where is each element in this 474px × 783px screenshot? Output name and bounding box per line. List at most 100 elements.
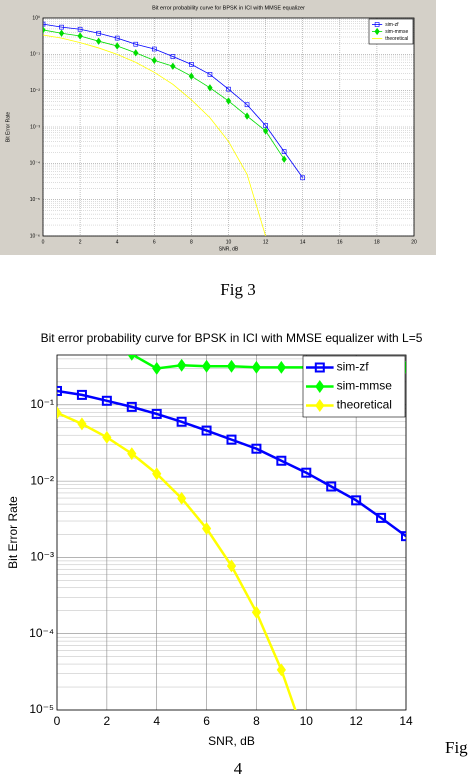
marker xyxy=(315,380,325,393)
marker xyxy=(43,26,46,34)
marker xyxy=(262,127,269,135)
marker xyxy=(114,42,120,50)
marker xyxy=(276,663,286,677)
marker xyxy=(351,495,362,506)
marker xyxy=(151,46,157,52)
y-tick-label: 10⁻⁵ xyxy=(30,197,40,203)
chart-title: Bit error probability curve for BPSK in … xyxy=(152,5,305,11)
plot-frame xyxy=(42,17,415,237)
marker xyxy=(207,84,213,92)
marker xyxy=(374,22,380,27)
marker xyxy=(251,443,262,454)
chart-title: Bit error probability curve for BPSK in … xyxy=(41,331,423,345)
x-tick-label: 18 xyxy=(374,239,380,245)
marker xyxy=(59,24,64,30)
marker xyxy=(77,417,87,431)
marker xyxy=(201,522,212,536)
marker xyxy=(226,434,237,445)
y-tick-label: 10⁰ xyxy=(32,15,40,21)
x-tick-label: 2 xyxy=(79,239,82,245)
marker xyxy=(151,408,162,419)
y-tick-label: 10⁻¹ xyxy=(30,52,40,58)
x-tick-label: 12 xyxy=(349,714,363,728)
chart: 0 2 4 6 8 10 12 14 16 18 20 10⁻⁶ 10⁻⁵ 10⁻⁴ 10⁻³ 10⁻² 10⁻… xyxy=(5,5,417,252)
x-axis-label: SNR, dB xyxy=(219,246,239,252)
x-tick-label: 20 xyxy=(411,239,417,245)
marker xyxy=(189,62,194,67)
marker xyxy=(281,155,287,163)
x-tick-label: 4 xyxy=(153,714,160,728)
x-tick-label: 10 xyxy=(300,714,314,728)
legend-label: sim-mmse xyxy=(337,379,393,393)
series-line xyxy=(43,23,304,179)
series-line xyxy=(57,389,406,538)
legend-label: sim-zf xyxy=(337,360,370,374)
caption: Fig xyxy=(445,738,468,757)
x-tick-label: 14 xyxy=(399,714,413,728)
marker xyxy=(57,406,62,420)
marker xyxy=(302,736,310,747)
legend-label: theoretical xyxy=(337,398,392,412)
marker xyxy=(76,389,87,400)
marker xyxy=(96,30,101,36)
caption: 4 xyxy=(234,759,243,778)
marker xyxy=(188,72,195,80)
data-layer xyxy=(43,21,306,236)
x-axis-label: SNR, dB xyxy=(208,734,255,748)
marker xyxy=(326,481,337,492)
marker xyxy=(207,72,213,77)
marker xyxy=(77,32,83,40)
marker xyxy=(77,26,83,32)
marker xyxy=(251,605,262,619)
marker xyxy=(58,29,65,37)
marker xyxy=(127,355,136,361)
x-tick-label: 6 xyxy=(203,714,210,728)
x-tick-label: 2 xyxy=(104,714,111,728)
marker xyxy=(57,385,62,396)
marker xyxy=(226,559,237,573)
marker xyxy=(244,102,250,108)
marker xyxy=(314,362,325,373)
marker xyxy=(133,41,139,47)
marker xyxy=(315,399,325,412)
marker xyxy=(43,21,46,27)
marker xyxy=(301,467,312,478)
marker xyxy=(152,361,162,375)
marker xyxy=(401,531,406,542)
marker xyxy=(201,425,212,436)
series-line xyxy=(43,29,285,160)
marker xyxy=(127,447,137,461)
marker xyxy=(225,97,232,105)
marker xyxy=(376,512,387,523)
y-tick-label: 10⁻⁵ xyxy=(29,702,54,716)
x-tick-label: 14 xyxy=(300,239,306,245)
x-tick-label: 4 xyxy=(116,239,119,245)
y-tick-label: 10⁻¹ xyxy=(30,397,54,411)
legend-label: sim-mmse xyxy=(385,29,408,35)
marker xyxy=(226,359,237,373)
x-tick-label: 12 xyxy=(263,239,269,245)
marker xyxy=(126,401,137,412)
x-tick-label: 10 xyxy=(226,239,232,245)
marker xyxy=(176,416,187,427)
marker xyxy=(201,359,212,373)
x-tick-label: 8 xyxy=(190,239,193,245)
marker xyxy=(170,54,176,59)
marker xyxy=(276,455,287,466)
marker xyxy=(151,56,157,65)
y-tick-label: 10⁻² xyxy=(30,473,54,487)
marker xyxy=(101,395,112,406)
marker xyxy=(244,112,250,120)
y-tick-label: 10⁻² xyxy=(30,88,40,94)
caption: Fig 3 xyxy=(220,280,255,299)
x-tick-label: 0 xyxy=(54,714,61,728)
marker xyxy=(114,35,120,41)
y-axis-label: Bit Error Rate xyxy=(6,496,20,569)
marker xyxy=(170,62,176,70)
y-tick-label: 10⁻³ xyxy=(30,550,54,564)
x-tick-label: 16 xyxy=(337,239,343,245)
x-tick-label: 8 xyxy=(253,714,260,728)
legend-label: theoretical xyxy=(385,36,408,42)
